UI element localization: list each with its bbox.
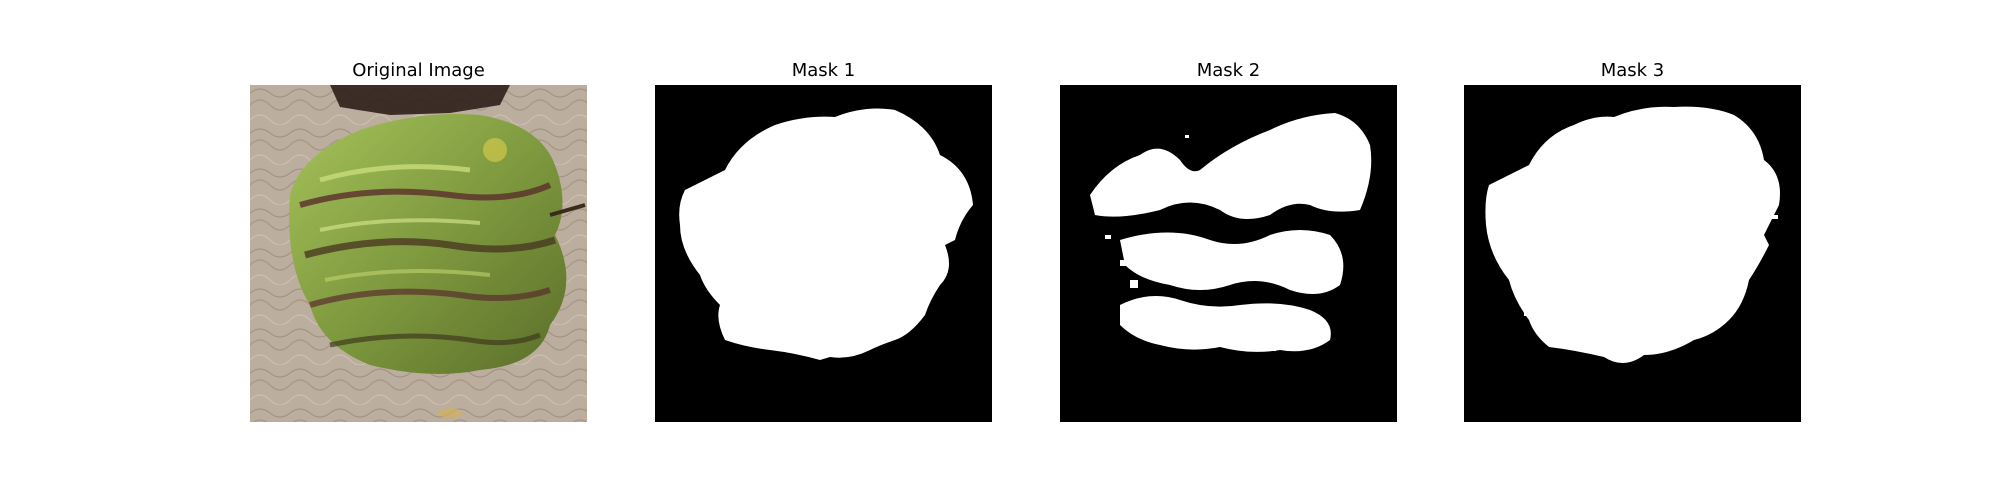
mask-2-graphic xyxy=(1060,85,1397,422)
mask-3-graphic xyxy=(1464,85,1801,422)
panel-title-original: Original Image xyxy=(352,60,485,81)
original-image-graphic xyxy=(250,85,587,422)
mask-1-graphic xyxy=(655,85,992,422)
panel-original-image: Original Image xyxy=(250,60,587,422)
panel-mask-2: Mask 2 xyxy=(1060,60,1397,422)
panel-mask-3: Mask 3 xyxy=(1464,60,1801,422)
panel-title-mask-3: Mask 3 xyxy=(1600,60,1665,81)
panel-mask-1: Mask 1 xyxy=(655,60,992,422)
mask-1-image xyxy=(655,85,992,422)
mask-3-image xyxy=(1464,85,1801,422)
mask-2-image xyxy=(1060,85,1397,422)
panel-title-mask-2: Mask 2 xyxy=(1196,60,1261,81)
panel-title-mask-1: Mask 1 xyxy=(791,60,856,81)
original-image xyxy=(250,85,587,422)
